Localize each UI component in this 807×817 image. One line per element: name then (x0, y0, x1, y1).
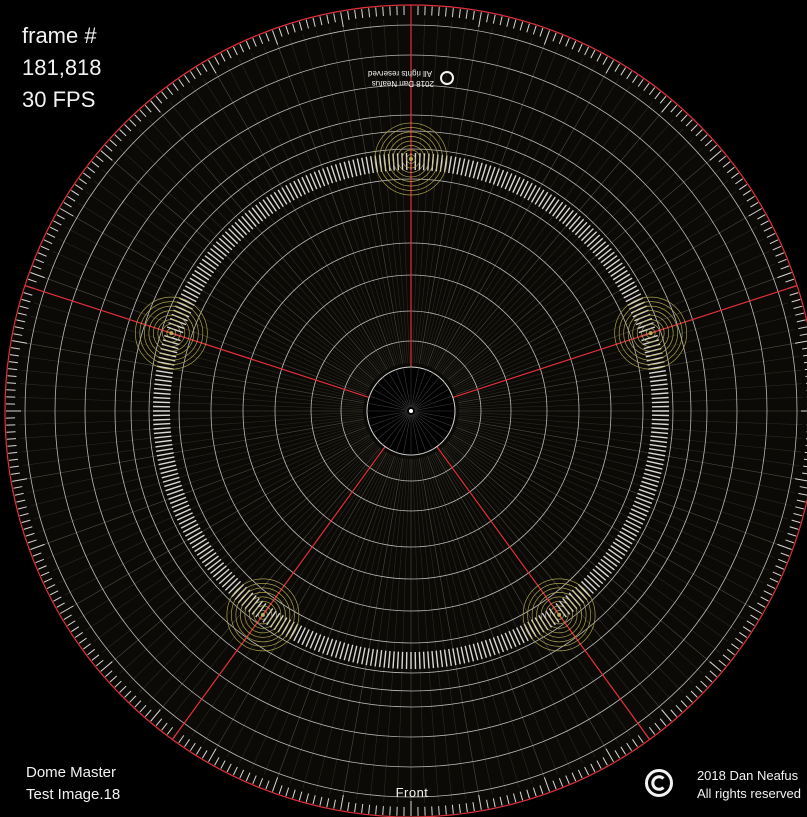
band-tick (652, 397, 669, 398)
frame-label: frame # (22, 20, 102, 52)
band-tick (424, 652, 425, 669)
outer-tick (7, 439, 16, 440)
outer-tick (439, 7, 440, 16)
outer-tick (383, 7, 384, 16)
target-center (169, 331, 173, 335)
band-tick (153, 424, 170, 425)
frame-info: frame # 181,818 30 FPS (22, 20, 102, 116)
copyright-line1: 2018 Dan Neafus (697, 767, 801, 785)
dome-title-line1: Dome Master (26, 762, 120, 784)
band-tick (652, 419, 669, 420)
copyright-line2: All rights reserved (697, 785, 801, 803)
dome-title: Dome Master Test Image.18 (26, 762, 120, 806)
band-tick (402, 652, 403, 669)
band-tick (652, 402, 669, 403)
inner-copyright-line1: 2018 Dan Neafus (372, 79, 434, 88)
front-label: Front (372, 785, 452, 800)
outer-tick (7, 383, 16, 384)
band-tick (153, 402, 170, 403)
target-center (557, 613, 561, 617)
band-tick (153, 397, 170, 398)
target-center (261, 613, 265, 617)
copyright-notice: 2018 Dan Neafus All rights reserved (697, 767, 801, 803)
target-center (649, 331, 653, 335)
inner-copyright-line2: All rights reserved (368, 69, 432, 78)
outer-tick (439, 806, 440, 815)
band-tick (153, 419, 170, 420)
band-tick (419, 652, 420, 669)
fps-readout: 30 FPS (22, 84, 102, 116)
dome-title-line2: Test Image.18 (26, 784, 120, 806)
zenith-dot (409, 409, 413, 413)
outer-tick (383, 806, 384, 815)
band-tick (652, 424, 669, 425)
target-center (409, 157, 413, 161)
copyright-icon (644, 768, 674, 798)
frame-number: 181,818 (22, 52, 102, 84)
band-tick (397, 652, 398, 669)
